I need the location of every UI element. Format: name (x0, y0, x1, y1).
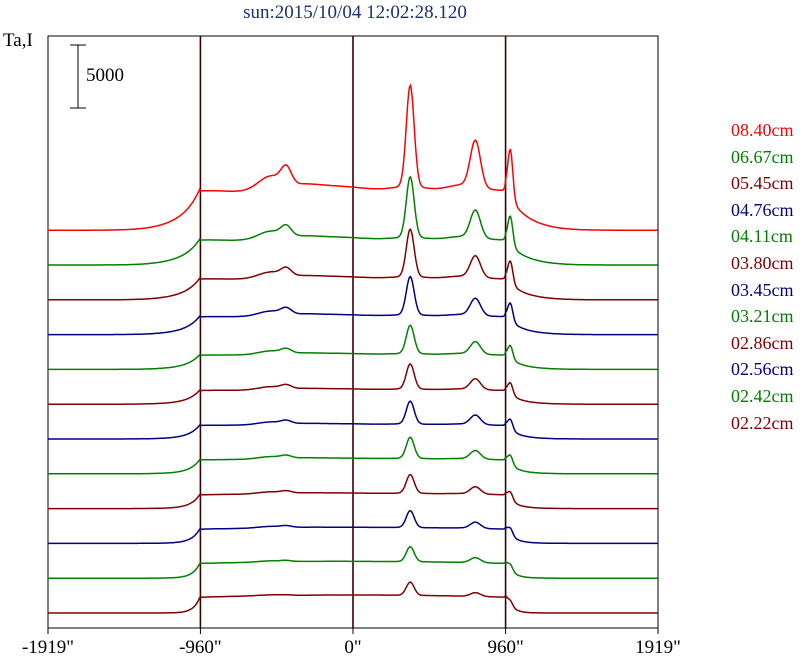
x-tick-label: -960" (179, 637, 222, 658)
x-tick-label: 960" (487, 637, 524, 658)
chart-title: sun:2015/10/04 12:02:28.120 (243, 2, 467, 23)
scale-bar (70, 44, 86, 109)
legend-entry: 04.11cm (731, 226, 793, 247)
series-line-03.45cm (48, 400, 658, 440)
legend-entry: 02.56cm (731, 359, 794, 380)
legend-entry: 02.86cm (731, 332, 794, 353)
legend-entry: 04.76cm (731, 199, 794, 220)
legend-entry: 06.67cm (731, 146, 794, 167)
y-axis-label: Ta,I (3, 30, 33, 51)
series-line-03.80cm (48, 362, 658, 405)
scale-bar-label: 5000 (86, 65, 124, 86)
x-tick-label: 1919" (635, 637, 681, 658)
series-line-03.21cm (48, 436, 658, 475)
series-group (48, 83, 658, 614)
series-line-06.67cm (48, 175, 658, 266)
series-line-02.86cm (48, 473, 658, 510)
x-tick-label: 0" (344, 637, 362, 658)
series-line-05.45cm (48, 228, 658, 301)
legend-entry: 05.45cm (731, 173, 794, 194)
legend-entry: 03.80cm (731, 253, 794, 273)
x-tick-label: -1919" (21, 637, 75, 658)
legend-entry: 02.22cm (731, 412, 794, 433)
legend-entry: 03.45cm (731, 279, 794, 300)
series-line-04.76cm (48, 275, 658, 336)
series-line-02.42cm (48, 545, 658, 579)
series-line-02.22cm (48, 581, 658, 614)
series-line-04.11cm (48, 324, 658, 371)
x-tick-marks (47, 628, 659, 634)
legend-entry: 08.40cm (731, 120, 794, 140)
series-line-08.40cm (48, 83, 658, 231)
reference-lines (199, 36, 507, 628)
legend-entry: 02.42cm (731, 386, 794, 406)
series-line-02.56cm (48, 509, 658, 545)
legend-entry: 03.21cm (731, 306, 794, 327)
